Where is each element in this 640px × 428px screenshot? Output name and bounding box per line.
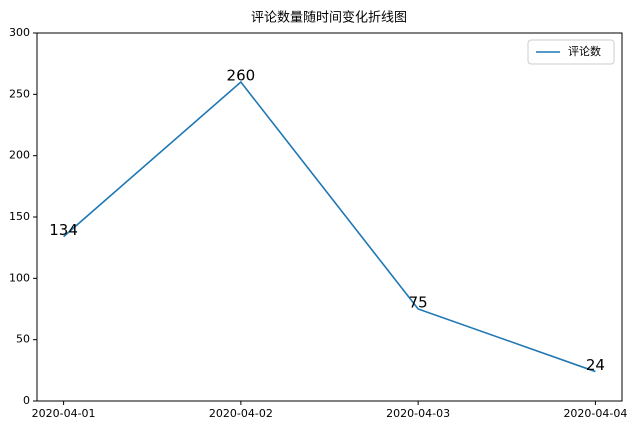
y-tick-label: 200: [9, 149, 30, 162]
legend-label: 评论数: [568, 44, 601, 58]
x-tick-label: 2020-04-01: [32, 407, 96, 420]
data-label: 24: [586, 356, 605, 374]
data-label: 260: [227, 67, 256, 85]
line-series: [63, 80, 596, 373]
y-tick-label: 50: [16, 333, 30, 346]
y-tick-label: 0: [23, 394, 30, 407]
plot-frame: [36, 32, 623, 402]
y-tick-label: 250: [9, 87, 30, 100]
y-tick-label: 100: [9, 271, 30, 284]
x-tick-label: 2020-04-04: [563, 407, 627, 420]
data-label: 134: [49, 221, 78, 239]
x-tick-label: 2020-04-02: [209, 407, 273, 420]
y-tick-label: 150: [9, 210, 30, 223]
x-tick-label: 2020-04-03: [386, 407, 450, 420]
chart-title: 评论数量随时间变化折线图: [251, 10, 407, 26]
legend-box: [527, 39, 615, 65]
y-tick-label: 300: [9, 26, 30, 39]
data-label: 75: [409, 294, 428, 312]
